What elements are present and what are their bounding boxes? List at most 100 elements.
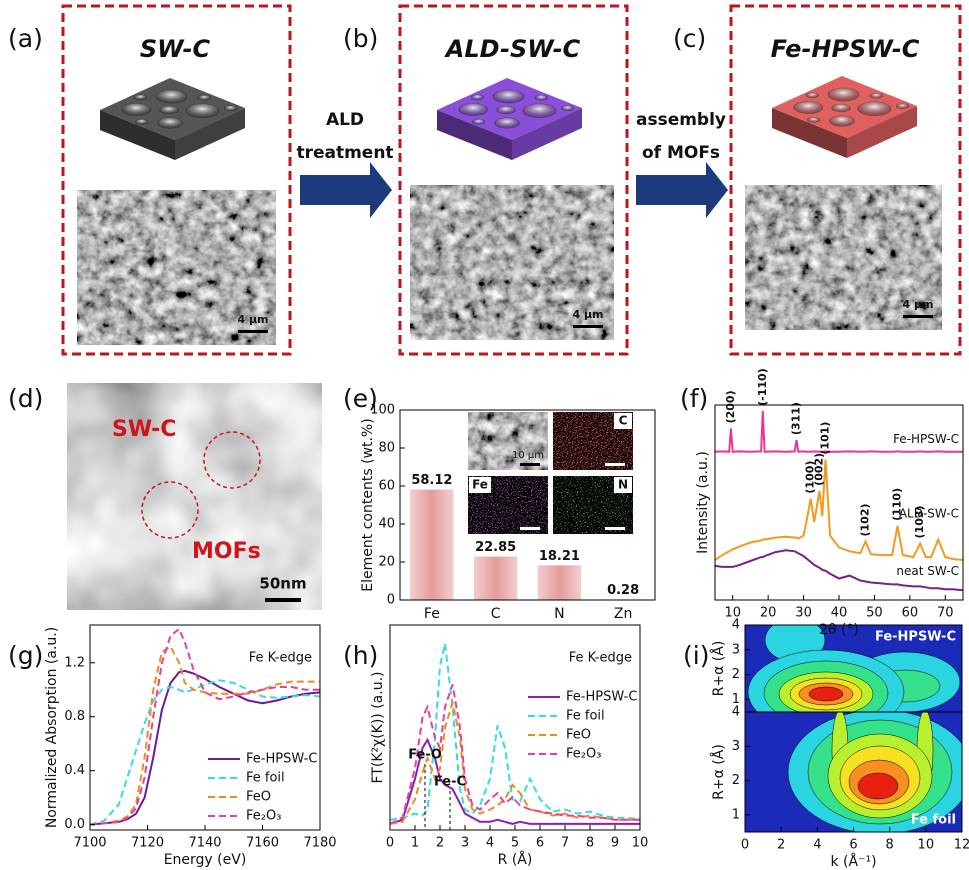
schematic-use — [772, 76, 917, 158]
panel-label: (d) — [8, 384, 43, 413]
series-line — [90, 671, 320, 825]
x-tick-label: 2 — [436, 836, 444, 851]
x-tick-label: N — [554, 606, 564, 622]
scale-bar-label: 4 μm — [237, 313, 268, 326]
series-line — [390, 644, 640, 820]
x-tick-label: 7160 — [246, 836, 279, 851]
map-label: Fe — [472, 478, 488, 492]
panel-name: Fe-HPSW-C — [875, 630, 956, 645]
schematic-use — [100, 78, 245, 160]
x-tick-label: 12 — [954, 838, 969, 853]
y-tick-label: 0 — [387, 593, 395, 608]
x-tick-label: 8 — [586, 836, 594, 851]
peak-label: (101) — [819, 422, 832, 455]
bar-shine — [474, 557, 517, 600]
x-tick-label: Zn — [614, 606, 632, 622]
legend-label: Fe₂O₃ — [566, 747, 601, 762]
peak-label: (-110) — [756, 368, 769, 406]
y-axis-label: R+α (Å) — [710, 641, 727, 697]
map-label: N — [618, 478, 628, 492]
value-label: 58.12 — [411, 473, 452, 488]
y-axis-label: R+α (Å) — [710, 744, 727, 800]
x-tick-label: 7 — [561, 836, 569, 851]
scale-bar-label: 10 μm — [512, 450, 544, 461]
y-axis-label: Element contents (wt.%) — [360, 418, 376, 591]
x-tick-label: 4 — [813, 838, 821, 853]
x-tick-label: 0 — [386, 836, 394, 851]
sample-title: ALD-SW-C — [444, 35, 581, 63]
panel-label: (g) — [8, 641, 43, 670]
panel-label: (c) — [673, 24, 706, 53]
eds-inset-rect — [605, 527, 625, 530]
x-tick-label: 7180 — [303, 836, 336, 851]
scale-bar-label: 4 μm — [572, 308, 603, 321]
y-axis-label: Intensity (a.u.) — [695, 451, 711, 554]
schematic-polygon — [300, 162, 392, 218]
x-tick-label: 7100 — [73, 836, 106, 851]
legend-label: Fe-HPSW-C — [566, 690, 637, 705]
y-tick-label: 1.2 — [64, 655, 85, 670]
x-tick-label: 2 — [777, 838, 785, 853]
value-label: 0.28 — [607, 583, 639, 598]
eds-inset-rect — [520, 463, 540, 466]
legend-label: ALD-SW-C — [899, 506, 959, 520]
eds-inset-rect — [605, 463, 625, 466]
y-tick-label: 60 — [378, 479, 395, 494]
series-line — [90, 647, 320, 825]
x-tick-label: 3 — [461, 836, 469, 851]
peak-label: (200) — [724, 390, 737, 423]
y-tick-label: 3 — [732, 642, 740, 657]
x-axis-label: Energy (eV) — [164, 852, 247, 868]
bar-shine — [410, 490, 453, 600]
schematic-rect — [573, 325, 603, 328]
marker-label: Fe-C — [434, 775, 466, 790]
y-tick-label: 4 — [732, 618, 740, 633]
peak-label: (102) — [859, 503, 872, 536]
y-tick-label: 2 — [732, 667, 740, 682]
x-tick-label: Fe — [424, 606, 440, 622]
peak-label: (311) — [789, 402, 802, 435]
y-tick-label: 4 — [732, 705, 740, 720]
step-label: ALD — [326, 110, 364, 130]
step-label: treatment — [296, 143, 393, 163]
x-tick-label: 20 — [760, 606, 777, 621]
legend-label: Fe foil — [566, 709, 605, 724]
y-axis-label: FT(K²χ(K)) (a.u.) — [370, 672, 386, 784]
x-axis-label: 2θ (°) — [819, 622, 859, 638]
legend-label: Fe-HPSW-C — [893, 432, 959, 446]
x-tick-label: 4 — [486, 836, 494, 851]
y-tick-label: 2 — [732, 773, 740, 788]
x-tick-label: 10 — [918, 838, 935, 853]
schematic-use — [437, 78, 582, 160]
legend-label: FeO — [246, 790, 271, 805]
x-tick-label: 6 — [849, 838, 857, 853]
x-tick-label: 50 — [866, 606, 883, 621]
y-tick-label: 100 — [370, 403, 395, 418]
wavelet-map — [745, 618, 969, 834]
x-tick-label: 5 — [511, 836, 519, 851]
sample-title: Fe-HPSW-C — [771, 35, 920, 63]
panel-label: (b) — [343, 24, 378, 53]
tem-label: MOFs — [192, 539, 261, 564]
wavelet-map-g-ellipse — [858, 773, 898, 799]
marker-label: Fe-O — [408, 748, 442, 763]
tem-label: SW-C — [112, 417, 176, 442]
x-tick-label: 7120 — [131, 836, 164, 851]
x-tick-label: 1 — [411, 836, 419, 851]
legend-label: Fe foil — [246, 771, 285, 786]
y-tick-label: 0.0 — [64, 817, 85, 832]
figure: (a) (b) (c) SW-C ALD-SW-C Fe-HPSW-C ALD … — [0, 0, 969, 870]
x-tick-label: 7140 — [188, 836, 221, 851]
annotation: Fe K-edge — [249, 651, 312, 666]
y-axis-label: Normalized Absorption (a.u.) — [44, 627, 60, 828]
wavelet-map-g-ellipse — [809, 687, 843, 701]
y-tick-label: 1 — [732, 807, 740, 822]
legend-label: neat SW-C — [896, 564, 959, 578]
x-tick-label: 30 — [795, 606, 812, 621]
x-axis-label: R (Å) — [498, 851, 533, 868]
eds-inset-rect — [468, 412, 548, 470]
panel-label: (f) — [680, 384, 708, 413]
x-tick-label: 8 — [886, 838, 894, 853]
y-tick-label: 20 — [378, 555, 395, 570]
x-tick-label: 10 — [632, 836, 649, 851]
